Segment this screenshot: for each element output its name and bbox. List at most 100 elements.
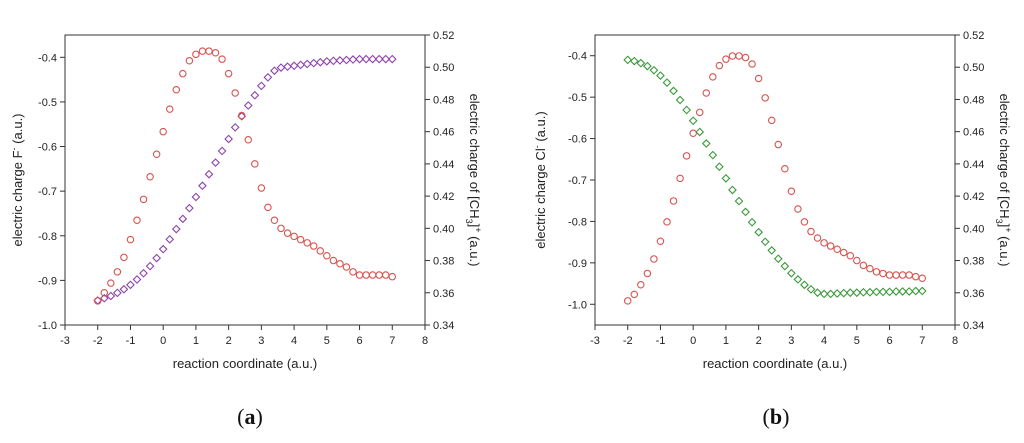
panel-a-letter: a — [245, 404, 256, 429]
y-left-label-unit: (a.u.) — [10, 113, 25, 147]
data-point-diamond — [839, 288, 849, 298]
data-point-diamond — [885, 287, 894, 297]
data-point-circle — [898, 271, 907, 279]
data-point-diamond — [701, 139, 711, 148]
y-right-tick-label: 0.40 — [433, 223, 454, 235]
data-point-diamond — [171, 224, 181, 234]
data-point-diamond — [381, 54, 391, 64]
data-point-diamond — [872, 287, 881, 297]
y-left-axis-label: electric charge Cl- (a.u.) — [532, 111, 548, 248]
data-point-diamond — [158, 244, 168, 254]
y-right-axis-label: electric charge of [CH3]+ (a.u.) — [994, 94, 1013, 267]
y-left-label-main: electric charge Cl — [533, 148, 548, 249]
data-point-diamond — [826, 289, 836, 299]
y-right-label-sub: 3 — [994, 219, 1004, 224]
y-right-tick-label: 0.48 — [433, 94, 454, 106]
data-point-circle — [257, 184, 266, 192]
data-point-diamond — [649, 65, 659, 75]
data-point-circle — [192, 50, 200, 59]
x-tick-label: -1 — [656, 335, 666, 347]
data-point-diamond — [747, 217, 757, 227]
x-tick-label: 3 — [258, 335, 264, 347]
data-point-circle — [113, 268, 122, 276]
data-point-circle — [872, 268, 881, 276]
data-point-diamond — [112, 288, 122, 298]
data-point-circle — [866, 264, 874, 273]
y-left-tick-label: -0.4 — [38, 52, 57, 64]
data-point-diamond — [813, 288, 822, 298]
data-point-diamond — [780, 261, 790, 271]
data-point-circle — [355, 271, 364, 279]
data-point-diamond — [178, 214, 188, 224]
data-point-circle — [126, 235, 135, 244]
data-point-diamond — [714, 162, 724, 172]
data-point-diamond — [165, 234, 175, 244]
data-point-circle — [715, 61, 724, 70]
data-point-diamond — [898, 287, 908, 296]
x-tick-label: 7 — [389, 335, 395, 347]
data-point-circle — [905, 271, 913, 279]
y-right-label-bracket: ] — [467, 224, 482, 228]
data-point-diamond — [662, 78, 672, 88]
y-right-tick-label: 0.34 — [963, 320, 984, 332]
data-point-diamond — [270, 66, 279, 76]
y-left-label-unit: (a.u.) — [533, 111, 548, 145]
data-point-diamond — [126, 280, 135, 290]
data-point-circle — [179, 69, 187, 78]
data-point-circle — [892, 271, 900, 279]
data-point-circle — [290, 232, 298, 241]
data-point-diamond — [636, 58, 646, 68]
x-tick-label: 4 — [821, 335, 827, 347]
y-right-label-bracket: ] — [997, 224, 1012, 228]
data-point-circle — [637, 280, 645, 289]
data-point-diamond — [296, 60, 306, 70]
panel-a: -3 -2 -1 0 1 2 3 4 5 6 7 8-1.0-0.9-0.8-0.7-0.6-0.5-… — [9, 30, 483, 371]
data-point-diamond — [355, 54, 364, 64]
data-point-circle — [224, 69, 233, 78]
data-point-circle — [650, 255, 658, 263]
data-point-diamond — [387, 54, 397, 64]
data-point-circle — [794, 205, 802, 213]
y-right-tick-label: 0.52 — [433, 30, 454, 42]
data-point-circle — [682, 152, 691, 160]
data-point-circle — [643, 269, 652, 278]
x-tick-label: 1 — [193, 335, 199, 347]
y-left-tick-label: -1.0 — [38, 320, 57, 332]
data-point-circle — [277, 224, 285, 233]
y-right-axis-label: electric charge of [CH3]+ (a.u.) — [464, 94, 483, 267]
data-point-diamond — [734, 196, 744, 206]
data-point-diamond — [760, 237, 770, 247]
y-right-tick-label: 0.38 — [963, 256, 984, 268]
data-point-diamond — [237, 111, 247, 121]
data-point-circle — [120, 253, 128, 262]
data-point-diamond — [315, 57, 325, 67]
y-right-label-sub: 3 — [464, 219, 474, 224]
data-point-diamond — [132, 275, 142, 284]
y-left-label-sup: - — [9, 147, 19, 150]
data-point-diamond — [276, 63, 286, 72]
data-point-diamond — [806, 284, 816, 294]
x-axis-label: reaction coordinate (a.u.) — [703, 356, 848, 371]
data-point-circle — [329, 256, 338, 265]
data-point-diamond — [243, 101, 253, 110]
y-right-label-sup: + — [1003, 227, 1013, 232]
data-point-diamond — [819, 289, 829, 299]
x-tick-label: -1 — [126, 335, 136, 347]
data-point-circle — [296, 235, 305, 244]
data-point-circle — [309, 242, 318, 250]
data-point-diamond — [322, 56, 332, 66]
x-tick-label: 0 — [160, 335, 166, 347]
data-point-circle — [342, 263, 351, 271]
data-point-circle — [159, 127, 167, 136]
data-point-circle — [879, 269, 887, 278]
y-left-tick-label: -0.8 — [38, 231, 57, 243]
y-left-tick-label: -0.6 — [568, 134, 587, 146]
data-point-diamond — [852, 288, 862, 298]
y-left-tick-label: -0.4 — [568, 51, 587, 63]
x-tick-label: 0 — [690, 335, 696, 347]
data-point-circle — [839, 248, 848, 257]
data-point-diamond — [786, 268, 796, 278]
data-point-circle — [741, 53, 750, 62]
data-point-diamond — [145, 261, 155, 271]
data-point-circle — [885, 271, 894, 279]
